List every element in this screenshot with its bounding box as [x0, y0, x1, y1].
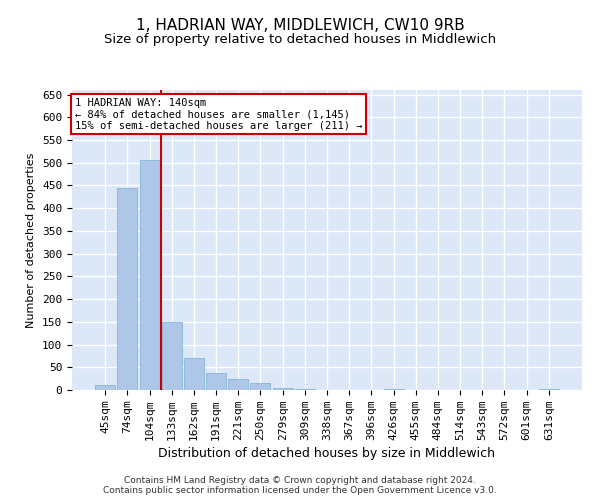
- Y-axis label: Number of detached properties: Number of detached properties: [26, 152, 37, 328]
- Text: Contains HM Land Registry data © Crown copyright and database right 2024.
Contai: Contains HM Land Registry data © Crown c…: [103, 476, 497, 495]
- Text: 1 HADRIAN WAY: 140sqm
← 84% of detached houses are smaller (1,145)
15% of semi-d: 1 HADRIAN WAY: 140sqm ← 84% of detached …: [74, 98, 362, 130]
- Bar: [140, 160, 160, 390]
- Bar: [539, 389, 559, 390]
- Bar: [250, 383, 271, 390]
- Bar: [272, 388, 293, 390]
- Bar: [184, 358, 204, 390]
- Bar: [228, 378, 248, 390]
- Bar: [383, 389, 404, 390]
- Text: Size of property relative to detached houses in Middlewich: Size of property relative to detached ho…: [104, 32, 496, 46]
- Bar: [206, 372, 226, 390]
- X-axis label: Distribution of detached houses by size in Middlewich: Distribution of detached houses by size …: [158, 447, 496, 460]
- Bar: [162, 322, 182, 390]
- Bar: [118, 188, 137, 390]
- Text: 1, HADRIAN WAY, MIDDLEWICH, CW10 9RB: 1, HADRIAN WAY, MIDDLEWICH, CW10 9RB: [136, 18, 464, 32]
- Bar: [95, 386, 115, 390]
- Bar: [295, 389, 315, 390]
